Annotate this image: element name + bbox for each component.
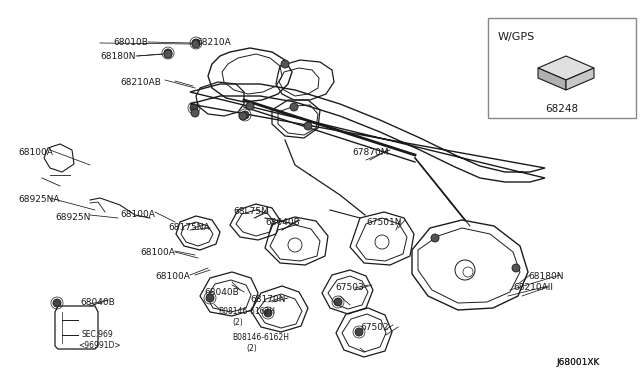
Text: 68040B: 68040B — [265, 218, 300, 227]
Text: 68170N: 68170N — [250, 295, 285, 304]
Text: (2): (2) — [232, 318, 243, 327]
Text: 68210AB: 68210AB — [120, 78, 161, 87]
Polygon shape — [538, 68, 566, 90]
Text: 68175NA: 68175NA — [168, 223, 210, 232]
Text: 68040B: 68040B — [80, 298, 115, 307]
Circle shape — [190, 104, 198, 112]
Text: 68040B: 68040B — [204, 288, 239, 297]
Circle shape — [355, 328, 363, 336]
Text: J68001XK: J68001XK — [556, 358, 600, 367]
Circle shape — [53, 299, 61, 307]
Polygon shape — [538, 56, 594, 80]
Text: 68100A: 68100A — [120, 210, 155, 219]
Circle shape — [264, 309, 272, 317]
Text: 68L75M: 68L75M — [233, 207, 269, 216]
Text: 68180N: 68180N — [528, 272, 563, 281]
Circle shape — [246, 102, 254, 110]
Circle shape — [206, 294, 214, 302]
Circle shape — [164, 49, 172, 57]
Circle shape — [164, 50, 172, 58]
Text: 68100A: 68100A — [18, 148, 53, 157]
Circle shape — [512, 264, 520, 272]
Text: J68001XK: J68001XK — [556, 358, 600, 367]
Circle shape — [192, 39, 200, 47]
Circle shape — [191, 109, 199, 117]
Text: 68210AII: 68210AII — [513, 283, 553, 292]
Text: 68180N: 68180N — [100, 52, 136, 61]
Text: 68248: 68248 — [545, 104, 579, 114]
Text: B08146-6162H: B08146-6162H — [218, 307, 275, 316]
Text: 67870M: 67870M — [352, 148, 388, 157]
Circle shape — [239, 112, 247, 120]
Text: 68925N: 68925N — [55, 213, 90, 222]
Text: 68925NA: 68925NA — [18, 195, 60, 204]
Text: 68210A: 68210A — [196, 38, 231, 47]
Circle shape — [431, 234, 439, 242]
Circle shape — [192, 40, 200, 48]
Bar — [488, 18, 636, 118]
Text: 68100A: 68100A — [140, 248, 175, 257]
Text: W/GPS: W/GPS — [498, 32, 535, 42]
Text: 67502: 67502 — [360, 323, 388, 332]
Text: (2): (2) — [246, 344, 257, 353]
Circle shape — [241, 111, 249, 119]
Circle shape — [281, 60, 289, 68]
Text: <96991D>: <96991D> — [78, 341, 120, 350]
Text: 68100A: 68100A — [155, 272, 190, 281]
Text: B08146-6162H: B08146-6162H — [232, 333, 289, 342]
Polygon shape — [566, 68, 594, 90]
Circle shape — [304, 122, 312, 130]
Circle shape — [290, 103, 298, 111]
Text: SEC.969: SEC.969 — [82, 330, 114, 339]
Circle shape — [334, 298, 342, 306]
Text: 67503: 67503 — [335, 283, 364, 292]
Text: 68010B: 68010B — [113, 38, 148, 47]
Text: 67501N: 67501N — [366, 218, 401, 227]
